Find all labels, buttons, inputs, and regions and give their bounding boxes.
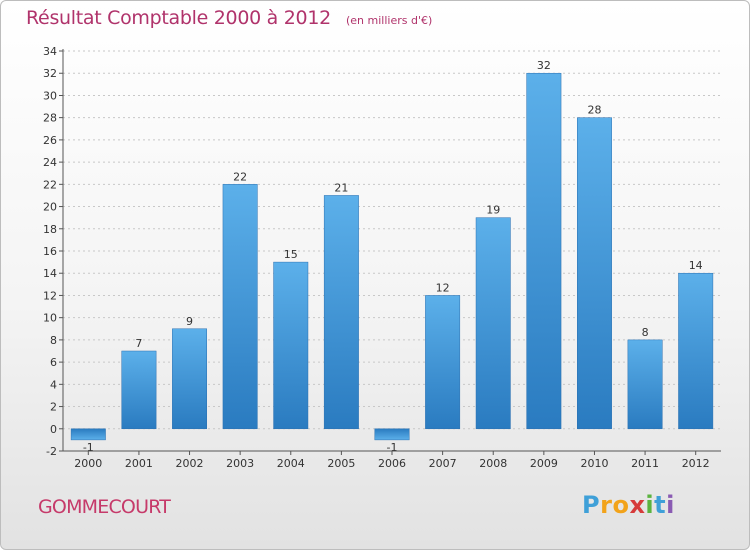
x-tick-label: 2001: [125, 457, 153, 470]
bar: [273, 261, 309, 430]
logo-letter: i: [666, 491, 675, 519]
y-tick-label: -2: [46, 445, 57, 458]
x-tick-label: 2000: [74, 457, 102, 470]
logo-letter: r: [600, 491, 613, 519]
y-tick-label: 2: [50, 401, 57, 414]
y-tick-label: 18: [43, 223, 57, 236]
data-label: 8: [642, 326, 649, 339]
bar: [577, 117, 612, 430]
data-label: 14: [689, 259, 703, 272]
data-label: 28: [587, 104, 601, 117]
logo-letter: o: [612, 491, 630, 519]
data-label: 12: [436, 281, 450, 294]
x-tick-label: 2011: [631, 457, 659, 470]
y-tick-label: 34: [43, 45, 57, 58]
data-label: 21: [334, 181, 348, 194]
y-tick-label: 24: [43, 156, 57, 169]
y-tick-label: 30: [43, 89, 57, 102]
x-tick-label: 2003: [226, 457, 254, 470]
y-tick-label: 32: [43, 67, 57, 80]
y-tick-label: 20: [43, 201, 57, 214]
x-tick-label: 2006: [378, 457, 406, 470]
bar: [627, 339, 663, 430]
bar: [121, 350, 157, 430]
data-label: 7: [135, 337, 142, 350]
y-tick-label: 16: [43, 245, 57, 258]
data-label: 9: [186, 315, 193, 328]
proxiti-logo[interactable]: Proxiti: [582, 491, 675, 519]
bar-layer: [70, 72, 714, 441]
data-label: 32: [537, 59, 551, 72]
y-tick-label: 4: [50, 378, 57, 391]
bar: [70, 428, 106, 441]
chart-subtitle: (en milliers d'€): [345, 14, 433, 27]
bar: [475, 217, 511, 430]
x-tick-label: 2009: [530, 457, 558, 470]
x-tick-label: 2002: [176, 457, 204, 470]
y-tick-label: 6: [50, 356, 57, 369]
y-tick-label: 10: [43, 312, 57, 325]
bar: [374, 428, 410, 441]
y-tick-label: 14: [43, 267, 57, 280]
data-label: -1: [83, 441, 94, 454]
y-tick-label: 28: [43, 112, 57, 125]
commune-name: GOMMECOURT: [38, 496, 171, 518]
logo-letter: t: [654, 491, 667, 519]
logo-letter: P: [582, 491, 601, 519]
bar: [172, 328, 207, 430]
data-label: 15: [284, 248, 298, 261]
data-label: 22: [233, 170, 247, 183]
bar: [526, 72, 562, 430]
x-tick-label: 2007: [429, 457, 457, 470]
logo-letter: i: [645, 491, 655, 519]
y-tick-label: 26: [43, 134, 57, 147]
x-tick-label: 2012: [682, 457, 710, 470]
logo-letter: x: [629, 491, 646, 519]
x-tick-label: 2004: [277, 457, 305, 470]
title-line: Résultat Comptable 2000 à 2012 (en milli…: [26, 7, 432, 29]
y-tick-label: 8: [50, 334, 57, 347]
x-tick-label: 2005: [327, 457, 355, 470]
data-label: 19: [486, 204, 500, 217]
bar: [222, 184, 258, 430]
y-tick-label: 22: [43, 178, 57, 191]
bar: [323, 195, 359, 430]
x-tick-label: 2008: [479, 457, 507, 470]
chart-title: Résultat Comptable 2000 à 2012: [26, 7, 331, 29]
grid-layer: [63, 50, 721, 452]
bar: [678, 272, 714, 430]
data-label: -1: [387, 441, 398, 454]
y-tick-label: 0: [50, 423, 57, 436]
bar: [425, 295, 461, 430]
x-tick-label: 2010: [580, 457, 608, 470]
label-layer: -1 7 9 22 15 21 -1 12 19 32 28 8 14: [83, 59, 703, 454]
y-tick-label: 12: [43, 289, 57, 302]
